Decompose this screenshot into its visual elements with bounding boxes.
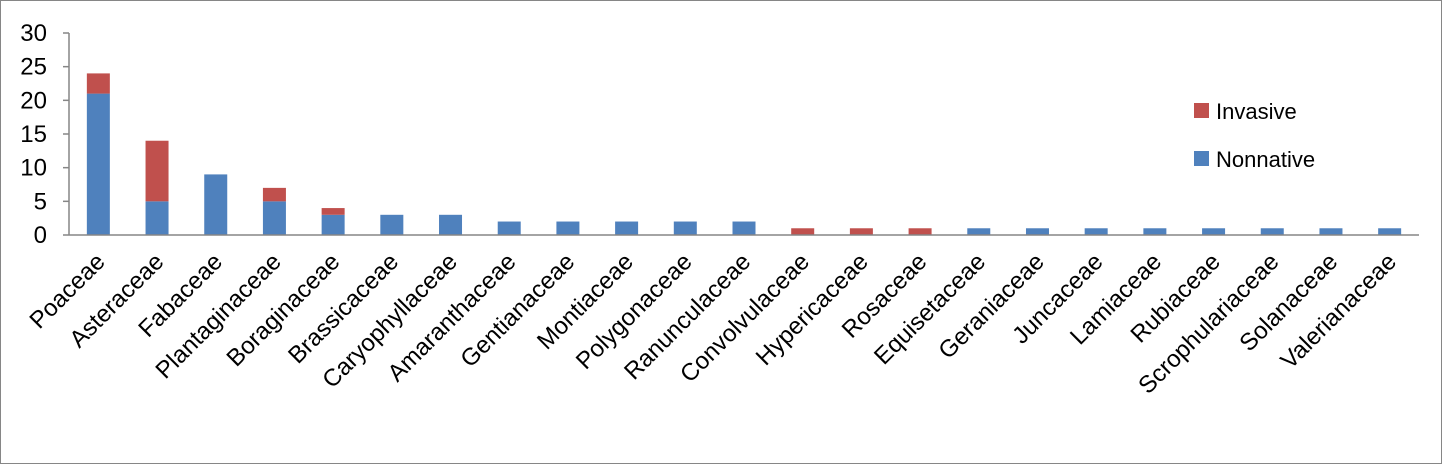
bar-nonnative-plantaginaceae: [262, 201, 286, 235]
bar-invasive-hypericaceae: [849, 228, 873, 235]
x-axis: PoaceaeAsteraceaeFabaceaePlantaginaceaeB…: [25, 234, 1419, 399]
legend-swatch-invasive: [1194, 103, 1209, 118]
bar-nonnative-lamiaceae: [1143, 228, 1167, 235]
legend-label-invasive: Invasive: [1216, 99, 1297, 124]
bar-nonnative-poaceae: [86, 93, 110, 235]
y-tick-label: 5: [34, 188, 47, 215]
bar-invasive-boraginaceae: [321, 208, 345, 215]
bar-nonnative-geraniaceae: [1025, 228, 1049, 235]
bar-nonnative-valerianaceae: [1378, 228, 1402, 235]
y-tick-label: 10: [20, 155, 47, 182]
bar-nonnative-brassicaceae: [380, 214, 404, 235]
legend-label-nonnative: Nonnative: [1216, 147, 1315, 172]
bar-invasive-convolvulaceae: [791, 228, 815, 235]
bar-nonnative-asteraceae: [145, 201, 169, 235]
y-tick-label: 30: [20, 20, 47, 47]
bar-nonnative-fabaceae: [204, 174, 228, 235]
y-tick-label: 20: [20, 87, 47, 114]
bar-nonnative-juncaceae: [1084, 228, 1108, 235]
bar-nonnative-gentianaceae: [556, 221, 580, 235]
y-tick-label: 0: [34, 222, 47, 249]
legend-swatch-nonnative: [1194, 151, 1209, 166]
bar-nonnative-caryophyllaceae: [439, 214, 463, 235]
bar-nonnative-montiaceae: [615, 221, 639, 235]
legend: Invasive Nonnative: [1194, 99, 1315, 172]
bar-invasive-asteraceae: [145, 140, 169, 202]
bar-nonnative-scrophulariaceae: [1260, 228, 1284, 235]
bar-nonnative-rubiaceae: [1202, 228, 1226, 235]
bar-nonnative-ranunculaceae: [732, 221, 756, 235]
bar-nonnative-polygonaceae: [673, 221, 697, 235]
y-axis: 0 5 10 15 20 25 30: [20, 20, 70, 249]
bar-nonnative-solanaceae: [1319, 228, 1343, 235]
bar-nonnative-equisetaceae: [967, 228, 991, 235]
bar-nonnative-amaranthaceae: [497, 221, 521, 235]
bar-invasive-rosaceae: [908, 228, 932, 235]
y-tick-label: 25: [20, 54, 47, 81]
bars: [86, 73, 1402, 235]
bar-invasive-poaceae: [86, 73, 110, 94]
y-tick-label: 15: [20, 121, 47, 148]
bar-nonnative-boraginaceae: [321, 214, 345, 235]
bar-invasive-plantaginaceae: [262, 187, 286, 202]
